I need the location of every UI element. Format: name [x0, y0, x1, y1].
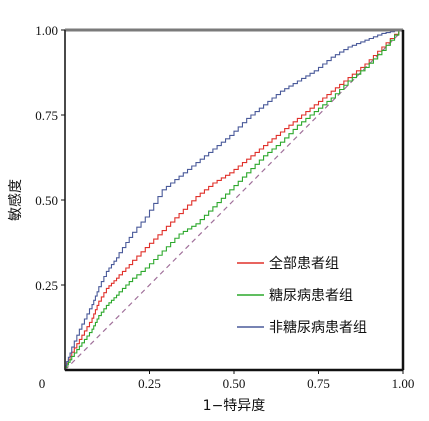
series-line-3	[64, 29, 403, 370]
origin-label: 0	[39, 376, 46, 391]
x-tick-label-4: 1.00	[392, 376, 415, 391]
y-axis-title: 敏感度	[7, 179, 24, 221]
series-line-2	[64, 29, 403, 370]
y-tick-label-3: 0.75	[35, 108, 58, 123]
legend-label-3: 非糖尿病患者组	[269, 320, 367, 336]
plot-area	[64, 29, 404, 371]
series-line-1	[64, 29, 403, 370]
x-tick-label-2: 0.50	[223, 376, 246, 391]
x-tick-label-3: 0.75	[307, 376, 330, 391]
reference-diagonal-line	[64, 29, 404, 371]
x-tick-label-1: 0.25	[138, 376, 161, 391]
y-tick-label-1: 0.25	[35, 278, 58, 293]
y-tick-label-2: 0.50	[35, 193, 58, 208]
y-tick-label-4: 1.00	[35, 23, 58, 38]
legend-label-2: 糖尿病患者组	[269, 288, 353, 304]
legend-label-1: 全部患者组	[269, 255, 339, 272]
axes: 0.25 0.50 0.75 1.00 0.25 0.50 0.75 1.00 0 1−特异度 敏感…	[7, 23, 414, 414]
x-axis-title: 1−特异度	[203, 398, 266, 414]
